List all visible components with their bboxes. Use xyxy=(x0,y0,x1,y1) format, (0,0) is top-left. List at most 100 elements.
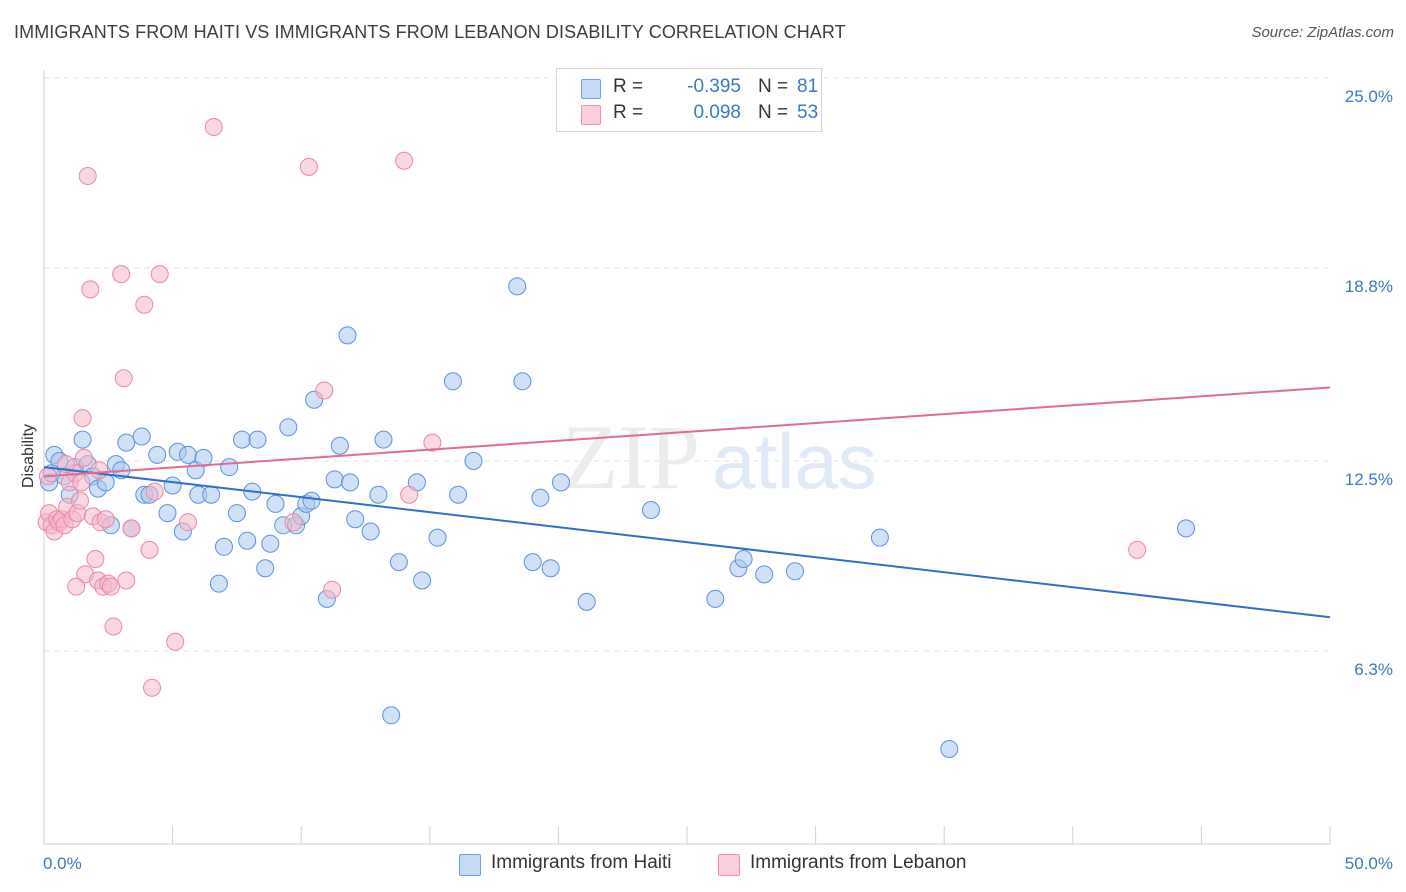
point-series0-64 xyxy=(508,277,527,296)
point-series0-28 xyxy=(202,485,221,504)
watermark-atlas: atlas xyxy=(712,417,877,505)
point-series0-39 xyxy=(266,494,285,513)
watermark: ZIP atlas xyxy=(562,406,877,508)
point-series1-14 xyxy=(73,409,92,428)
x-tick-label-0: 0.0% xyxy=(43,854,82,873)
legend-r-label: R = xyxy=(613,102,644,123)
point-series1-30 xyxy=(122,519,141,538)
point-series1-32 xyxy=(140,540,159,559)
point-series0-74 xyxy=(734,550,753,568)
point-series0-55 xyxy=(374,430,393,449)
watermark-zip: ZIP xyxy=(562,406,700,508)
point-series1-39 xyxy=(284,513,303,532)
chart-title: IMMIGRANTS FROM HAITI VS IMMIGRANTS FROM… xyxy=(14,22,846,42)
point-series1-34 xyxy=(145,482,164,501)
point-series0-45 xyxy=(302,491,321,510)
legend-swatch-lebanon xyxy=(718,854,740,876)
point-series1-38 xyxy=(204,118,223,136)
point-series1-35 xyxy=(150,265,169,284)
point-series0-72 xyxy=(706,589,725,608)
point-series1-13 xyxy=(71,491,89,510)
point-series0-71 xyxy=(642,501,660,519)
point-series0-21 xyxy=(163,476,182,495)
legend-r-value: 0.098 xyxy=(693,102,741,123)
legend-swatch-haiti xyxy=(459,854,481,876)
point-series0-29 xyxy=(209,574,228,593)
point-series0-32 xyxy=(227,504,246,523)
legend-label-lebanon: Immigrants from Lebanon xyxy=(750,852,967,873)
point-series0-76 xyxy=(786,562,804,581)
y-tick-label-2: 18.8% xyxy=(1345,277,1393,296)
correlation-legend: R = -0.395 N = 81 R = 0.098 N = 53 xyxy=(556,68,822,132)
source-label: Source: ZipAtlas.com xyxy=(1251,24,1394,41)
point-series0-75 xyxy=(755,565,774,584)
point-series0-57 xyxy=(389,553,408,572)
point-series1-17 xyxy=(81,280,100,299)
point-series1-45 xyxy=(423,433,442,452)
point-series1-52 xyxy=(72,473,91,492)
point-series0-37 xyxy=(256,559,275,578)
point-series0-54 xyxy=(369,485,388,504)
point-series1-31 xyxy=(135,295,154,314)
y-tick-label-1: 12.5% xyxy=(1345,470,1393,489)
axes xyxy=(43,70,1331,845)
point-series0-65 xyxy=(513,372,532,391)
point-series0-16 xyxy=(132,427,151,446)
point-series0-41 xyxy=(279,418,298,437)
point-series1-48 xyxy=(67,577,86,596)
point-series0-78 xyxy=(940,740,959,758)
point-series1-43 xyxy=(395,151,414,170)
point-series0-59 xyxy=(413,571,432,590)
point-series1-33 xyxy=(143,678,161,697)
point-series0-53 xyxy=(361,522,380,541)
point-series1-44 xyxy=(400,485,419,504)
gridlines xyxy=(44,77,1330,652)
point-series0-50 xyxy=(338,326,357,345)
point-series0-14 xyxy=(117,433,136,452)
y-tick-label-0: 6.3% xyxy=(1354,660,1393,679)
point-series0-63 xyxy=(464,452,483,470)
point-series0-33 xyxy=(233,430,251,449)
point-series0-48 xyxy=(325,470,344,489)
point-series1-28 xyxy=(114,369,133,388)
legend-swatch-lebanon xyxy=(581,105,601,125)
legend-swatch-haiti xyxy=(581,79,601,99)
point-series0-24 xyxy=(179,445,197,464)
point-series0-36 xyxy=(248,430,267,449)
point-series0-69 xyxy=(552,473,570,492)
point-series0-68 xyxy=(541,559,560,578)
x-tick-label-1: 50.0% xyxy=(1345,854,1393,873)
point-series0-52 xyxy=(346,510,365,529)
y-tick-label-3: 25.0% xyxy=(1345,87,1393,106)
point-series0-20 xyxy=(158,504,177,523)
point-series1-41 xyxy=(315,381,334,400)
y-axis-label: Disability xyxy=(20,424,37,488)
point-series1-49 xyxy=(90,461,109,480)
point-series0-30 xyxy=(215,537,233,556)
point-series0-60 xyxy=(428,528,447,547)
point-series1-29 xyxy=(117,571,136,590)
trend-line-series0 xyxy=(43,466,1331,619)
legend-item-haiti: Immigrants from Haiti xyxy=(459,852,699,878)
point-series0-56 xyxy=(382,706,401,725)
legend-r-value: -0.395 xyxy=(687,76,741,97)
point-series0-49 xyxy=(330,436,349,455)
point-series1-40 xyxy=(299,157,318,176)
point-series1-26 xyxy=(104,617,123,636)
point-series0-31 xyxy=(220,458,239,477)
point-series0-6 xyxy=(73,430,92,449)
point-series0-66 xyxy=(523,553,542,572)
point-series1-27 xyxy=(112,265,131,284)
point-series0-67 xyxy=(531,488,550,507)
point-series1-36 xyxy=(166,632,185,651)
point-series0-34 xyxy=(238,531,257,550)
point-series1-37 xyxy=(179,513,197,532)
point-series1-50 xyxy=(74,448,93,467)
point-series0-27 xyxy=(194,448,213,467)
point-series0-61 xyxy=(443,372,462,391)
point-series1-42 xyxy=(323,580,342,599)
legend-n-value: 53 xyxy=(797,102,819,123)
legend-item-lebanon: Immigrants from Lebanon xyxy=(718,852,998,878)
point-series1-16 xyxy=(78,167,97,185)
